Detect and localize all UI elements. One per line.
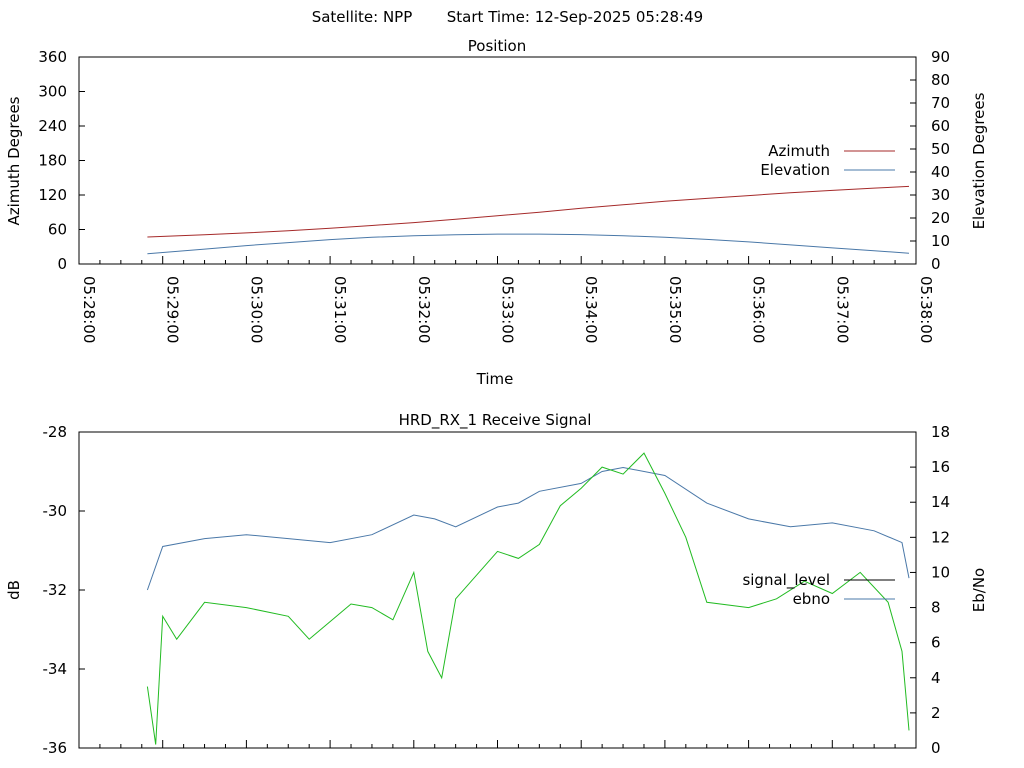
elevation-axis-label: Elevation Degrees: [970, 92, 988, 229]
position-right-tick-label: 0: [931, 255, 941, 273]
position-x-tick-label: 05:29:00: [164, 276, 182, 343]
receive-signal-legend: signal_level ebno: [742, 571, 895, 608]
receive-signal-right-tick-label: 14: [931, 493, 950, 511]
satellite-label: Satellite: NPP: [312, 8, 413, 26]
position-left-tick-label: 0: [57, 255, 67, 273]
series-azimuth-line: [147, 185, 910, 238]
azimuth-axis-label: Azimuth Degrees: [5, 96, 23, 225]
receive-signal-left-tick-label: -30: [43, 502, 68, 520]
position-left-tick-label: 300: [38, 83, 67, 101]
position-chart-title: Position: [468, 37, 526, 55]
position-right-tick-label: 80: [931, 71, 950, 89]
position-right-tick-label: 50: [931, 140, 950, 158]
receive-signal-chart-title: HRD_RX_1 Receive Signal: [399, 411, 592, 430]
legend-ebno-label: ebno: [793, 590, 830, 608]
receive-signal-left-tick-label: -36: [43, 739, 68, 757]
legend-elevation-label: Elevation: [760, 161, 830, 179]
receive-signal-right-tick-label: 2: [931, 704, 941, 722]
legend-azimuth-label: Azimuth: [768, 142, 830, 160]
position-x-tick-label: 05:36:00: [750, 276, 768, 343]
receive-signal-right-tick-label: 6: [931, 634, 941, 652]
position-x-tick-label: 05:37:00: [833, 276, 851, 343]
time-axis-label: Time: [476, 370, 514, 388]
receive-signal-right-tick-label: 8: [931, 599, 941, 617]
receive-signal-right-tick-label: 0: [931, 739, 941, 757]
position-right-tick-label: 20: [931, 209, 950, 227]
position-x-tick-label: 05:35:00: [666, 276, 684, 343]
position-right-tick-label: 30: [931, 186, 950, 204]
position-legend: Azimuth Elevation: [760, 142, 895, 179]
receive-signal-right-tick-label: 16: [931, 458, 950, 476]
position-right-tick-label: 60: [931, 117, 950, 135]
ebno-axis-label: Eb/No: [970, 568, 988, 612]
position-x-tick-label: 05:38:00: [917, 276, 935, 343]
position-left-tick-label: 120: [38, 186, 67, 204]
db-axis-label: dB: [5, 580, 23, 600]
position-chart: Position 0 60 120 180 240 300 360 0 10 20 30 40 50 6…: [5, 37, 988, 388]
position-x-tick-label: 05:31:00: [331, 276, 349, 343]
receive-signal-right-tick-label: 18: [931, 423, 950, 441]
receive-signal-left-tick-label: -32: [43, 581, 68, 599]
position-right-tick-label: 10: [931, 232, 950, 250]
receive-signal-right-tick-label: 4: [931, 669, 941, 687]
receive-signal-left-tick-label: -28: [43, 423, 68, 441]
position-x-tick-label: 05:30:00: [247, 276, 265, 343]
position-left-tick-label: 240: [38, 117, 67, 135]
position-right-tick-label: 70: [931, 94, 950, 112]
position-x-tick-label: 05:33:00: [499, 276, 517, 343]
receive-signal-left-tick-label: -34: [43, 660, 68, 678]
series-ebno-line: [146, 452, 910, 745]
position-x-tick-label: 05:32:00: [415, 276, 433, 343]
position-left-tick-label: 180: [38, 152, 67, 170]
start-time-label: Start Time: 12-Sep-2025 05:28:49: [447, 8, 703, 26]
position-x-tick-label: 05:28:00: [80, 276, 98, 343]
receive-signal-chart: HRD_RX_1 Receive Signal -36-34-32-30-28 …: [5, 411, 988, 757]
position-right-tick-label: 90: [931, 48, 950, 66]
receive-signal-right-tick-label: 10: [931, 563, 950, 581]
position-x-tick-label: 05:34:00: [582, 276, 600, 343]
legend-signal-level-label: signal_level: [742, 571, 830, 590]
position-right-tick-label: 40: [931, 163, 950, 181]
series-signal-level-line: [146, 466, 910, 591]
position-left-tick-label: 360: [38, 48, 67, 66]
series-elevation-line: [147, 233, 910, 255]
position-left-tick-label: 60: [48, 221, 67, 239]
receive-signal-right-tick-label: 12: [931, 528, 950, 546]
